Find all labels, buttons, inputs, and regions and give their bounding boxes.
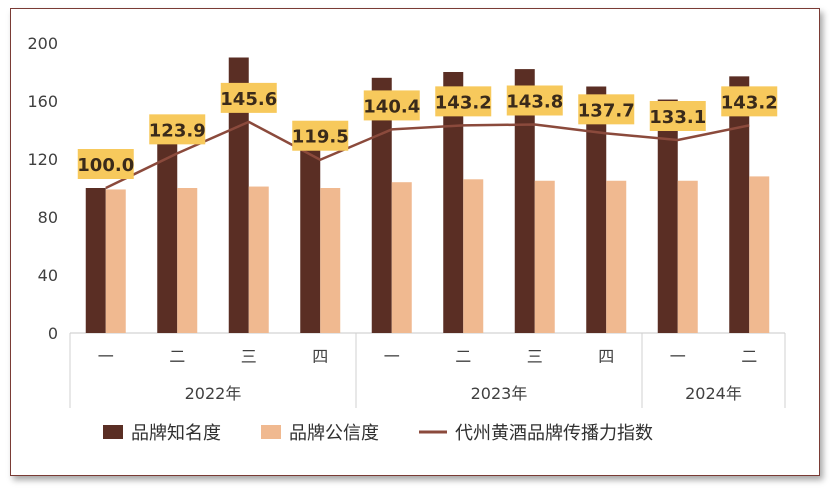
year-label: 2024年 <box>685 384 742 403</box>
bar-credibility <box>463 179 484 333</box>
bar-awareness <box>514 69 535 333</box>
legend-label: 品牌公信度 <box>289 423 379 444</box>
data-label-box <box>363 90 420 121</box>
bar-credibility <box>320 188 341 333</box>
bar-credibility <box>177 188 198 333</box>
category-label: 四 <box>598 347 614 366</box>
legend-label: 品牌知名度 <box>131 423 221 444</box>
data-label: 143.2 <box>721 92 778 113</box>
category-label: 二 <box>741 347 757 366</box>
legend-swatch <box>261 425 281 439</box>
bar-credibility <box>677 180 698 333</box>
data-label-box <box>506 85 563 116</box>
bar-credibility <box>248 186 269 333</box>
category-label: 二 <box>455 347 471 366</box>
index-line <box>105 120 750 190</box>
bar-awareness <box>85 188 106 333</box>
data-label: 100.0 <box>77 155 134 176</box>
category-label: 一 <box>670 347 686 366</box>
category-label: 三 <box>527 347 543 366</box>
bar-awareness <box>729 76 750 333</box>
legend-label: 代州黄酒品牌传播力指数 <box>455 423 653 444</box>
category-label: 一 <box>384 347 400 366</box>
y-tick-label: 120 <box>27 150 58 169</box>
data-label: 140.4 <box>363 96 420 117</box>
bar-credibility <box>606 180 627 333</box>
data-label-box <box>77 149 134 179</box>
year-label: 2022年 <box>185 384 242 403</box>
y-tick-label: 0 <box>48 324 58 343</box>
bar-awareness <box>371 77 392 333</box>
data-label: 143.8 <box>506 91 563 112</box>
data-label-box <box>649 101 706 132</box>
y-tick-label: 80 <box>38 208 58 227</box>
bar-credibility <box>749 176 770 333</box>
data-label: 145.6 <box>220 89 277 110</box>
bar-awareness <box>657 99 678 333</box>
data-label-box <box>220 82 277 113</box>
data-label: 119.5 <box>292 127 349 148</box>
bar-awareness <box>300 144 321 333</box>
bar-credibility <box>105 189 126 333</box>
y-tick-label: 160 <box>27 92 58 111</box>
bar-awareness <box>157 143 178 333</box>
data-label-box <box>435 86 492 117</box>
bar-awareness <box>586 86 607 333</box>
legend-swatch <box>103 425 123 439</box>
data-label: 137.7 <box>578 100 635 121</box>
category-label: 一 <box>98 347 114 366</box>
data-label: 123.9 <box>149 120 206 141</box>
data-label-box <box>149 114 206 145</box>
data-label: 143.2 <box>435 92 492 113</box>
bar-credibility <box>391 182 412 333</box>
bar-awareness <box>443 72 464 333</box>
data-label-box <box>292 120 349 151</box>
category-label: 三 <box>241 347 257 366</box>
y-tick-label: 40 <box>38 266 58 285</box>
data-label: 133.1 <box>649 107 706 128</box>
data-label-box <box>578 94 635 125</box>
bar-credibility <box>534 180 555 333</box>
data-label-box <box>721 86 778 117</box>
y-tick-label: 200 <box>27 34 58 53</box>
category-label: 四 <box>312 347 328 366</box>
year-label: 2023年 <box>471 384 528 403</box>
bar-awareness <box>228 57 249 333</box>
category-label: 二 <box>169 347 185 366</box>
